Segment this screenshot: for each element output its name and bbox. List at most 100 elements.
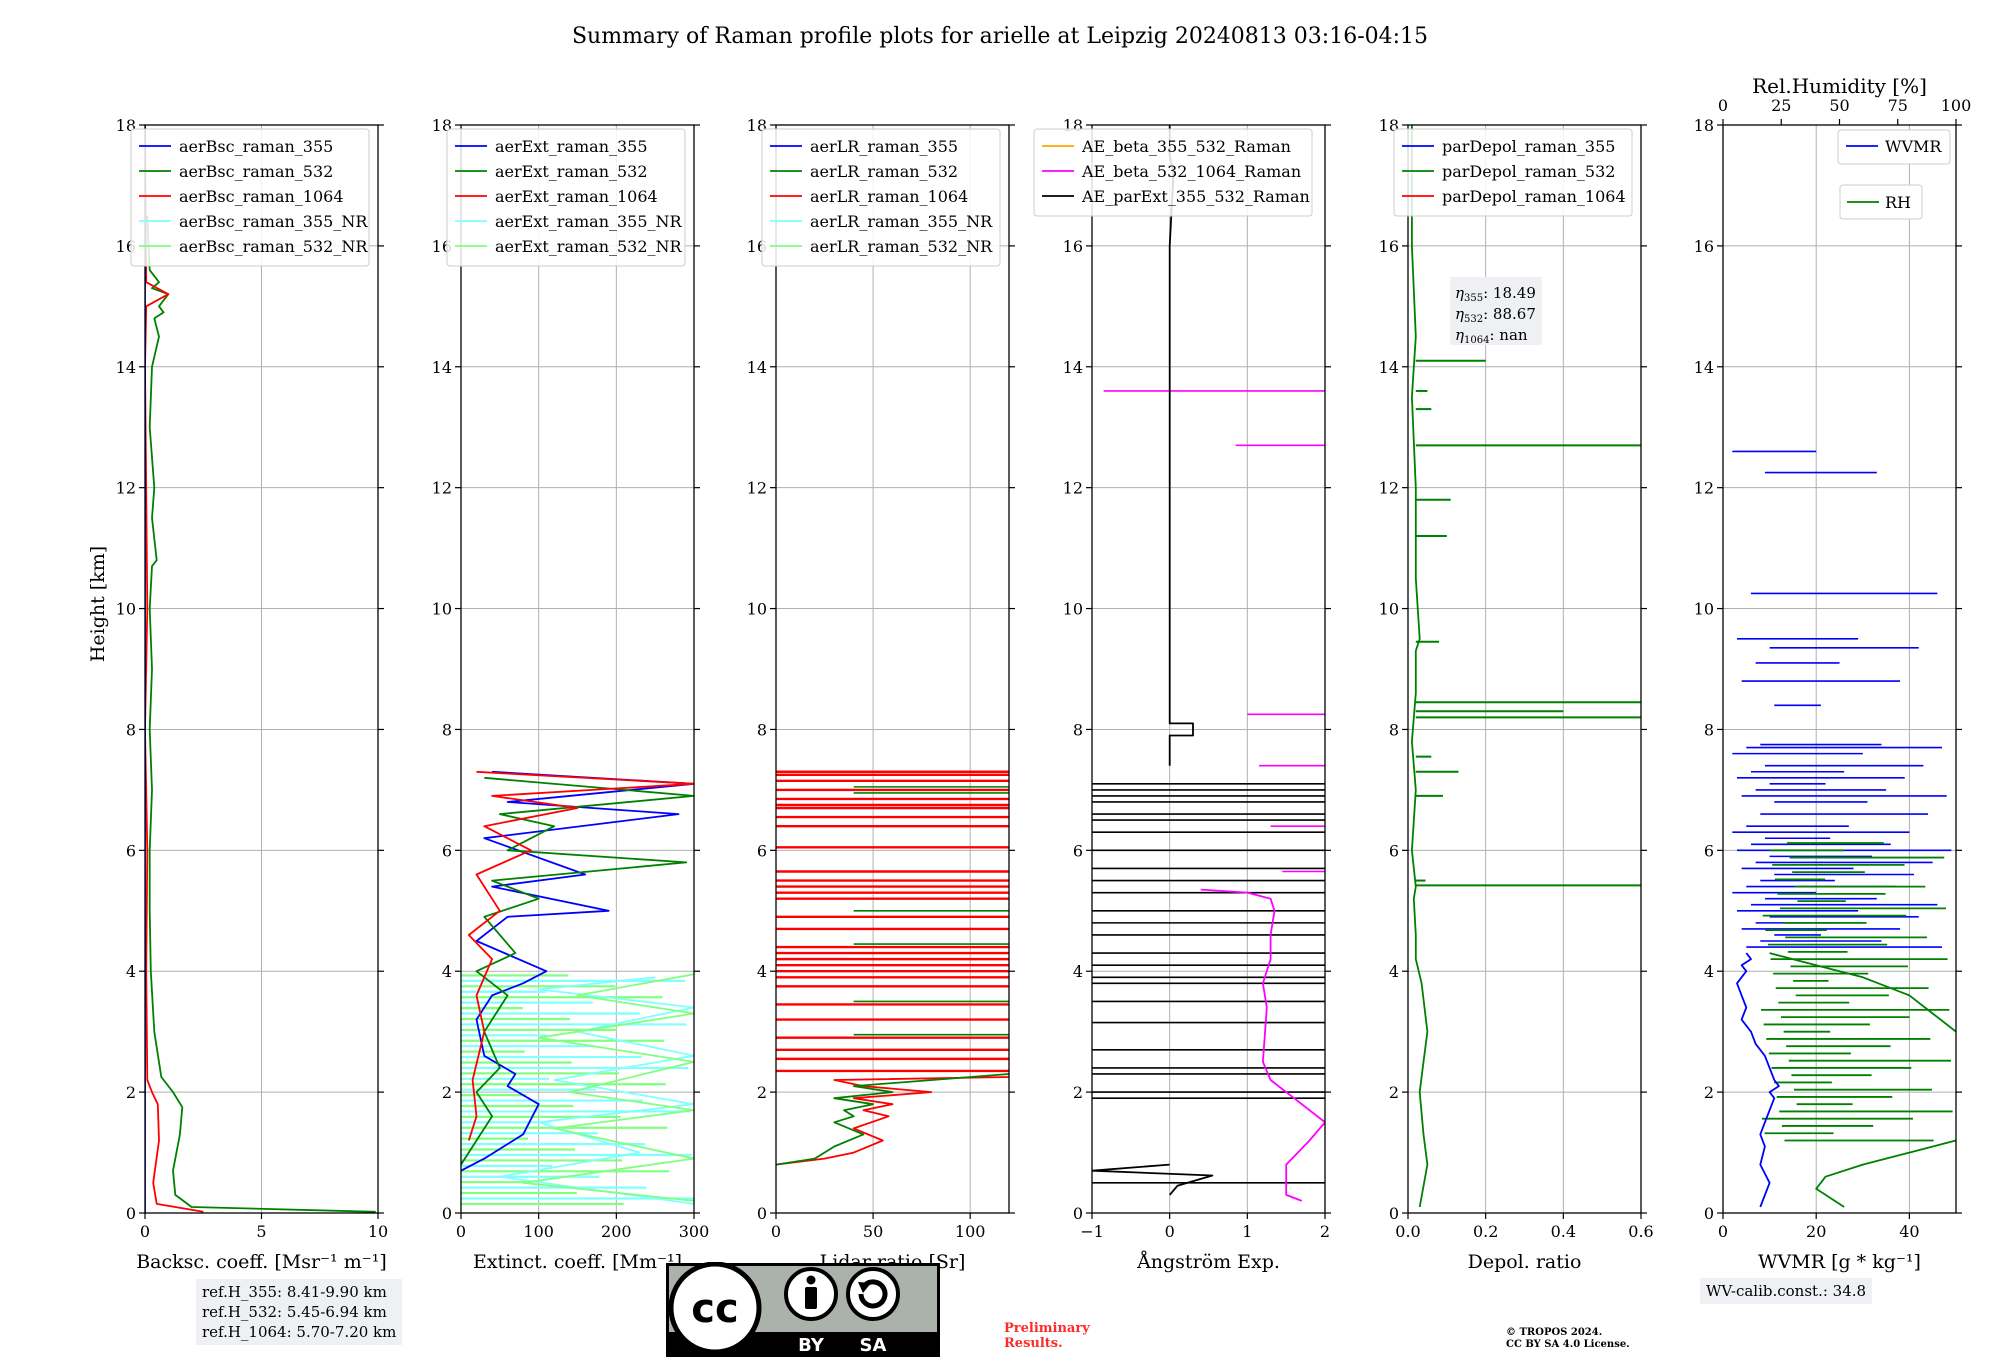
series-line-aerbsc-raman-1064 (145, 125, 204, 1213)
y-tick-label: 12 (1379, 479, 1399, 498)
y-tick-label: 6 (1704, 841, 1714, 860)
x-tick-label: 1 (1242, 1222, 1252, 1241)
y-tick-label: 0 (126, 1204, 136, 1223)
top-x-tick-label: 100 (1941, 96, 1972, 115)
y-tick-label: 10 (747, 600, 767, 619)
x-tick-label: 0 (140, 1222, 150, 1241)
x-tick-label: −1 (1080, 1222, 1104, 1241)
x-tick-label: 100 (523, 1222, 554, 1241)
top-x-tick-label: 25 (1771, 96, 1791, 115)
y-tick-label: 4 (1389, 962, 1399, 981)
series-line-aerext-raman-355 (461, 770, 694, 1172)
x-tick-label: 0 (1718, 1222, 1728, 1241)
y-tick-label: 8 (1704, 720, 1714, 739)
eta-line: η532: 88.67 (1455, 305, 1536, 325)
y-tick-label: 6 (126, 841, 136, 860)
legend-label: aerLR_raman_355_NR (810, 212, 993, 231)
series-line-rh (1769, 952, 1956, 1208)
y-tick-label: 8 (1073, 720, 1083, 739)
legend-label: aerLR_raman_1064 (810, 187, 968, 206)
x-tick-label: 300 (679, 1222, 710, 1241)
legend-box (1393, 128, 1633, 217)
series-line-ae-parext-355-532-raman-upper- (1168, 125, 1194, 766)
cc-sa-label: SA (860, 1335, 887, 1356)
y-tick-label: 6 (757, 841, 767, 860)
y-tick-label: 0 (1073, 1204, 1083, 1223)
share-alike-arrow-shape (858, 1279, 888, 1309)
x-axis-label: Ångström Exp. (1136, 1251, 1280, 1273)
copyright-line-1: © TROPOS 2024. (1506, 1327, 1603, 1338)
legend-box (761, 128, 1001, 267)
y-tick-label: 8 (1389, 720, 1399, 739)
y-tick-label: 0 (442, 1204, 452, 1223)
legend-extinction: aerExt_raman_355 aerExt_raman_532 aerExt_r… (446, 128, 686, 267)
eta-line: η1064: nan (1455, 326, 1528, 346)
legend-label: aerLR_raman_355 (810, 137, 958, 156)
legend-label: aerBsc_raman_355 (179, 137, 333, 156)
axes-frame (775, 124, 1010, 1214)
y-tick-label: 2 (1389, 1083, 1399, 1102)
series-line-aerext-raman-532-nr (522, 973, 694, 1202)
y-tick-label: 18 (1694, 116, 1714, 135)
eta-annotation-box (1450, 277, 1542, 345)
y-tick-label: 2 (757, 1083, 767, 1102)
data-layer-backscatter (145, 125, 376, 1213)
y-tick-label: 14 (1379, 358, 1399, 377)
data-layer-depolarization (1411, 125, 1641, 1208)
x-tick-label: 5 (256, 1222, 266, 1241)
y-tick-label: 12 (432, 479, 452, 498)
legend-label: aerBsc_raman_532 (179, 162, 333, 181)
legend-label: parDepol_raman_1064 (1442, 187, 1626, 206)
top-x-tick-label: 50 (1829, 96, 1849, 115)
y-tick-label: 10 (432, 600, 452, 619)
legend-label: aerExt_raman_1064 (495, 187, 658, 206)
series-line-aerext-raman-1064 (467, 770, 694, 1141)
y-tick-label: 0 (757, 1204, 767, 1223)
series-line-aerext-raman-532 (461, 776, 694, 1166)
x-tick-label: 0 (771, 1222, 781, 1241)
data-layer-lidar_ratio (776, 770, 1009, 1166)
x-tick-label: 100 (955, 1222, 986, 1241)
legend-angstrom: AE_beta_355_532_Raman AE_beta_532_1064_Ra… (1033, 128, 1313, 217)
axes-frame (460, 124, 695, 1214)
data-layer-wvmr (1732, 450, 1956, 1208)
y-tick-label: 0 (1704, 1204, 1714, 1223)
legend-backscatter: aerBsc_raman_355 aerBsc_raman_532 aerBsc_r… (130, 128, 370, 267)
legend-label: aerExt_raman_532_NR (495, 237, 683, 256)
legend-label: aerLR_raman_532_NR (810, 237, 993, 256)
x-tick-label: 0.0 (1395, 1222, 1420, 1241)
wv-calibration-box: WV-calib.const.: 34.8 (1700, 1278, 1873, 1304)
y-tick-label: 4 (442, 962, 452, 981)
y-tick-label: 14 (1063, 358, 1083, 377)
wv-calibration-text: WV-calib.const.: 34.8 (1706, 1282, 1867, 1300)
share-alike-icon (846, 1267, 900, 1321)
legend-label: aerBsc_raman_1064 (179, 187, 344, 206)
y-tick-label: 12 (1063, 479, 1083, 498)
y-tick-label: 16 (1694, 237, 1714, 256)
preliminary-line-2: Results. (1004, 1336, 1063, 1351)
cc-circle-icon (668, 1262, 762, 1355)
copyright-line-2: CC BY SA 4.0 License. (1506, 1339, 1630, 1350)
legend-label: RH (1885, 193, 1911, 212)
ref-h-355: ref.H_355: 8.41-9.90 km (202, 1283, 387, 1301)
y-tick-label: 8 (757, 720, 767, 739)
y-tick-label: 12 (116, 479, 136, 498)
series-line-aerlr-raman-532 (776, 1073, 1009, 1166)
x-tick-label: 20 (1806, 1222, 1826, 1241)
x-tick-label: 2 (1320, 1222, 1330, 1241)
x-tick-label: 10 (368, 1222, 388, 1241)
y-tick-label: 16 (1063, 237, 1083, 256)
series-line-pardepol-raman-532 (1411, 125, 1429, 1208)
legend-box (1033, 128, 1313, 217)
reference-height-box: ref.H_355: 8.41-9.90 km ref.H_532: 5.45-… (196, 1279, 403, 1345)
series-line-aerbsc-raman-532 (146, 215, 376, 1213)
legend-label: parDepol_raman_532 (1442, 162, 1615, 181)
eta-value: 18.49 (1493, 284, 1536, 302)
legend-label: aerExt_raman_355_NR (495, 212, 683, 231)
eta-value: 88.67 (1493, 305, 1536, 323)
y-tick-label: 14 (116, 358, 136, 377)
axes-frame (1091, 124, 1326, 1214)
